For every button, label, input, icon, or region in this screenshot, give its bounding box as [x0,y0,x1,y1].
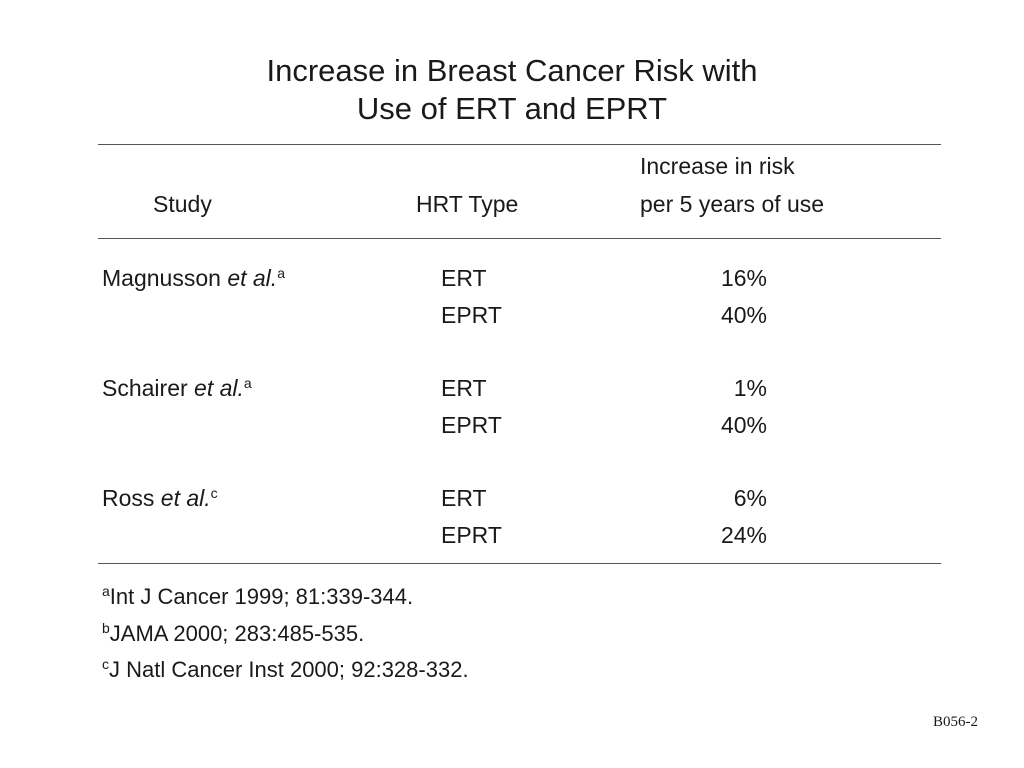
table-row-5-type: EPRT [441,522,502,548]
study-ref-mark: c [210,485,218,501]
study-name: Magnusson [102,265,221,291]
study-ref-mark: a [243,375,252,391]
table-row-0-type: ERT [441,265,487,291]
footnote-mark: a [102,583,110,599]
footnote-text: J Natl Cancer Inst 2000; 92:328-332. [109,657,469,682]
footnote-text: JAMA 2000; 283:485-535. [109,621,365,646]
table-row-2-study: Schairer et al.a [102,374,252,402]
study-et-al: et al. [194,375,244,401]
table-row-0-increase: 16% [720,265,767,291]
table-row-3-increase: 40% [720,412,767,438]
study-name: Schairer [102,375,188,401]
table-bottom-rule [98,563,941,564]
slide-title: Increase in Breast Cancer Risk with Use … [0,52,1024,128]
table-row-1-type: EPRT [441,302,502,328]
header-hrt-type: HRT Type [416,191,519,217]
slide-code: B056-2 [933,714,978,730]
table-row-4-study: Ross et al.c [102,484,218,512]
study-et-al: et al. [160,485,211,511]
footnote-text: Int J Cancer 1999; 81:339-344. [109,584,414,609]
table-row-2-increase: 1% [733,375,767,401]
study-et-al: et al. [227,265,278,291]
table-row-2-type: ERT [441,375,487,401]
table-header-rule [98,238,941,239]
table-row-1-increase: 40% [720,302,767,328]
slide-title-line-2: Use of ERT and EPRT [356,91,668,126]
table-top-rule [98,144,941,145]
footnote-c: cJ Natl Cancer Inst 2000; 92:328-332. [102,657,469,683]
header-study: Study [153,191,212,217]
footnote-a: aInt J Cancer 1999; 81:339-344. [102,584,413,610]
header-increase-line-1: Increase in risk [640,153,795,179]
table-row-3-type: EPRT [441,412,502,438]
slide-title-line-1: Increase in Breast Cancer Risk with [266,53,758,88]
study-name: Ross [102,485,155,511]
footnote-mark: b [102,620,110,636]
footnote-mark: c [102,656,109,672]
table-row-4-type: ERT [441,485,487,511]
footnote-b: bJAMA 2000; 283:485-535. [102,621,364,647]
table-row-5-increase: 24% [720,522,767,548]
header-increase-line-2: per 5 years of use [640,191,825,217]
study-ref-mark: a [277,265,285,281]
table-row-4-increase: 6% [733,485,767,511]
table-row-0-study: Magnusson et al.a [102,264,285,292]
